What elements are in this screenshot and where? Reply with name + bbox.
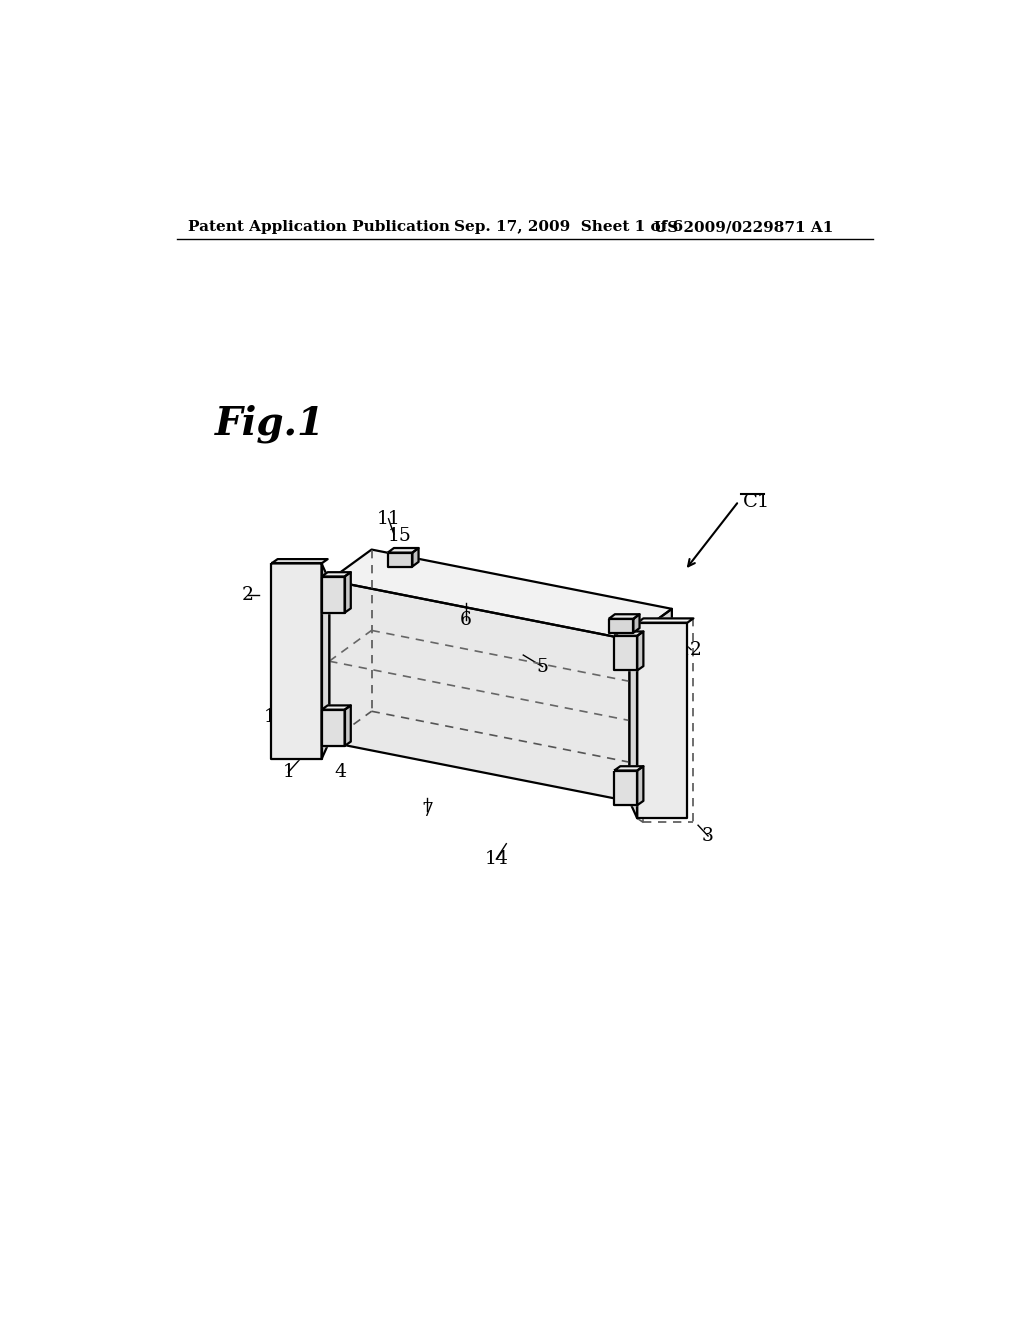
Text: 12: 12 (679, 640, 703, 659)
Text: 6: 6 (460, 611, 471, 630)
Polygon shape (637, 631, 643, 671)
Text: Fig.1: Fig.1 (215, 405, 326, 444)
Polygon shape (608, 619, 634, 632)
Polygon shape (322, 572, 351, 577)
Polygon shape (271, 564, 322, 759)
Text: 11: 11 (377, 510, 400, 528)
Text: 16: 16 (644, 656, 668, 675)
Polygon shape (330, 581, 630, 801)
Polygon shape (345, 572, 351, 612)
Polygon shape (614, 636, 637, 671)
Polygon shape (630, 609, 672, 801)
Polygon shape (608, 614, 640, 619)
Polygon shape (322, 564, 330, 759)
Polygon shape (388, 548, 419, 553)
Text: US 2009/0229871 A1: US 2009/0229871 A1 (654, 220, 834, 234)
Polygon shape (614, 631, 643, 636)
Text: 5: 5 (537, 657, 549, 676)
Polygon shape (614, 771, 637, 805)
Text: 14: 14 (484, 850, 508, 869)
Polygon shape (388, 553, 413, 566)
Text: Sep. 17, 2009  Sheet 1 of 6: Sep. 17, 2009 Sheet 1 of 6 (454, 220, 683, 234)
Polygon shape (637, 766, 643, 805)
Polygon shape (637, 618, 693, 623)
Polygon shape (322, 577, 345, 612)
Text: C1: C1 (742, 494, 770, 511)
Polygon shape (634, 614, 640, 632)
Polygon shape (330, 549, 672, 640)
Polygon shape (322, 705, 351, 710)
Text: 1: 1 (283, 763, 294, 781)
Text: Patent Application Publication: Patent Application Publication (188, 220, 451, 234)
Polygon shape (271, 560, 328, 564)
Text: 3: 3 (702, 828, 714, 845)
Polygon shape (630, 623, 637, 818)
Text: 7: 7 (421, 803, 433, 820)
Text: 15: 15 (388, 527, 412, 545)
Polygon shape (345, 705, 351, 746)
Polygon shape (322, 710, 345, 746)
Text: 4: 4 (334, 763, 346, 781)
Polygon shape (637, 623, 687, 818)
Text: 2: 2 (242, 586, 254, 605)
Polygon shape (614, 766, 643, 771)
Polygon shape (413, 548, 419, 566)
Text: 13: 13 (263, 709, 287, 726)
